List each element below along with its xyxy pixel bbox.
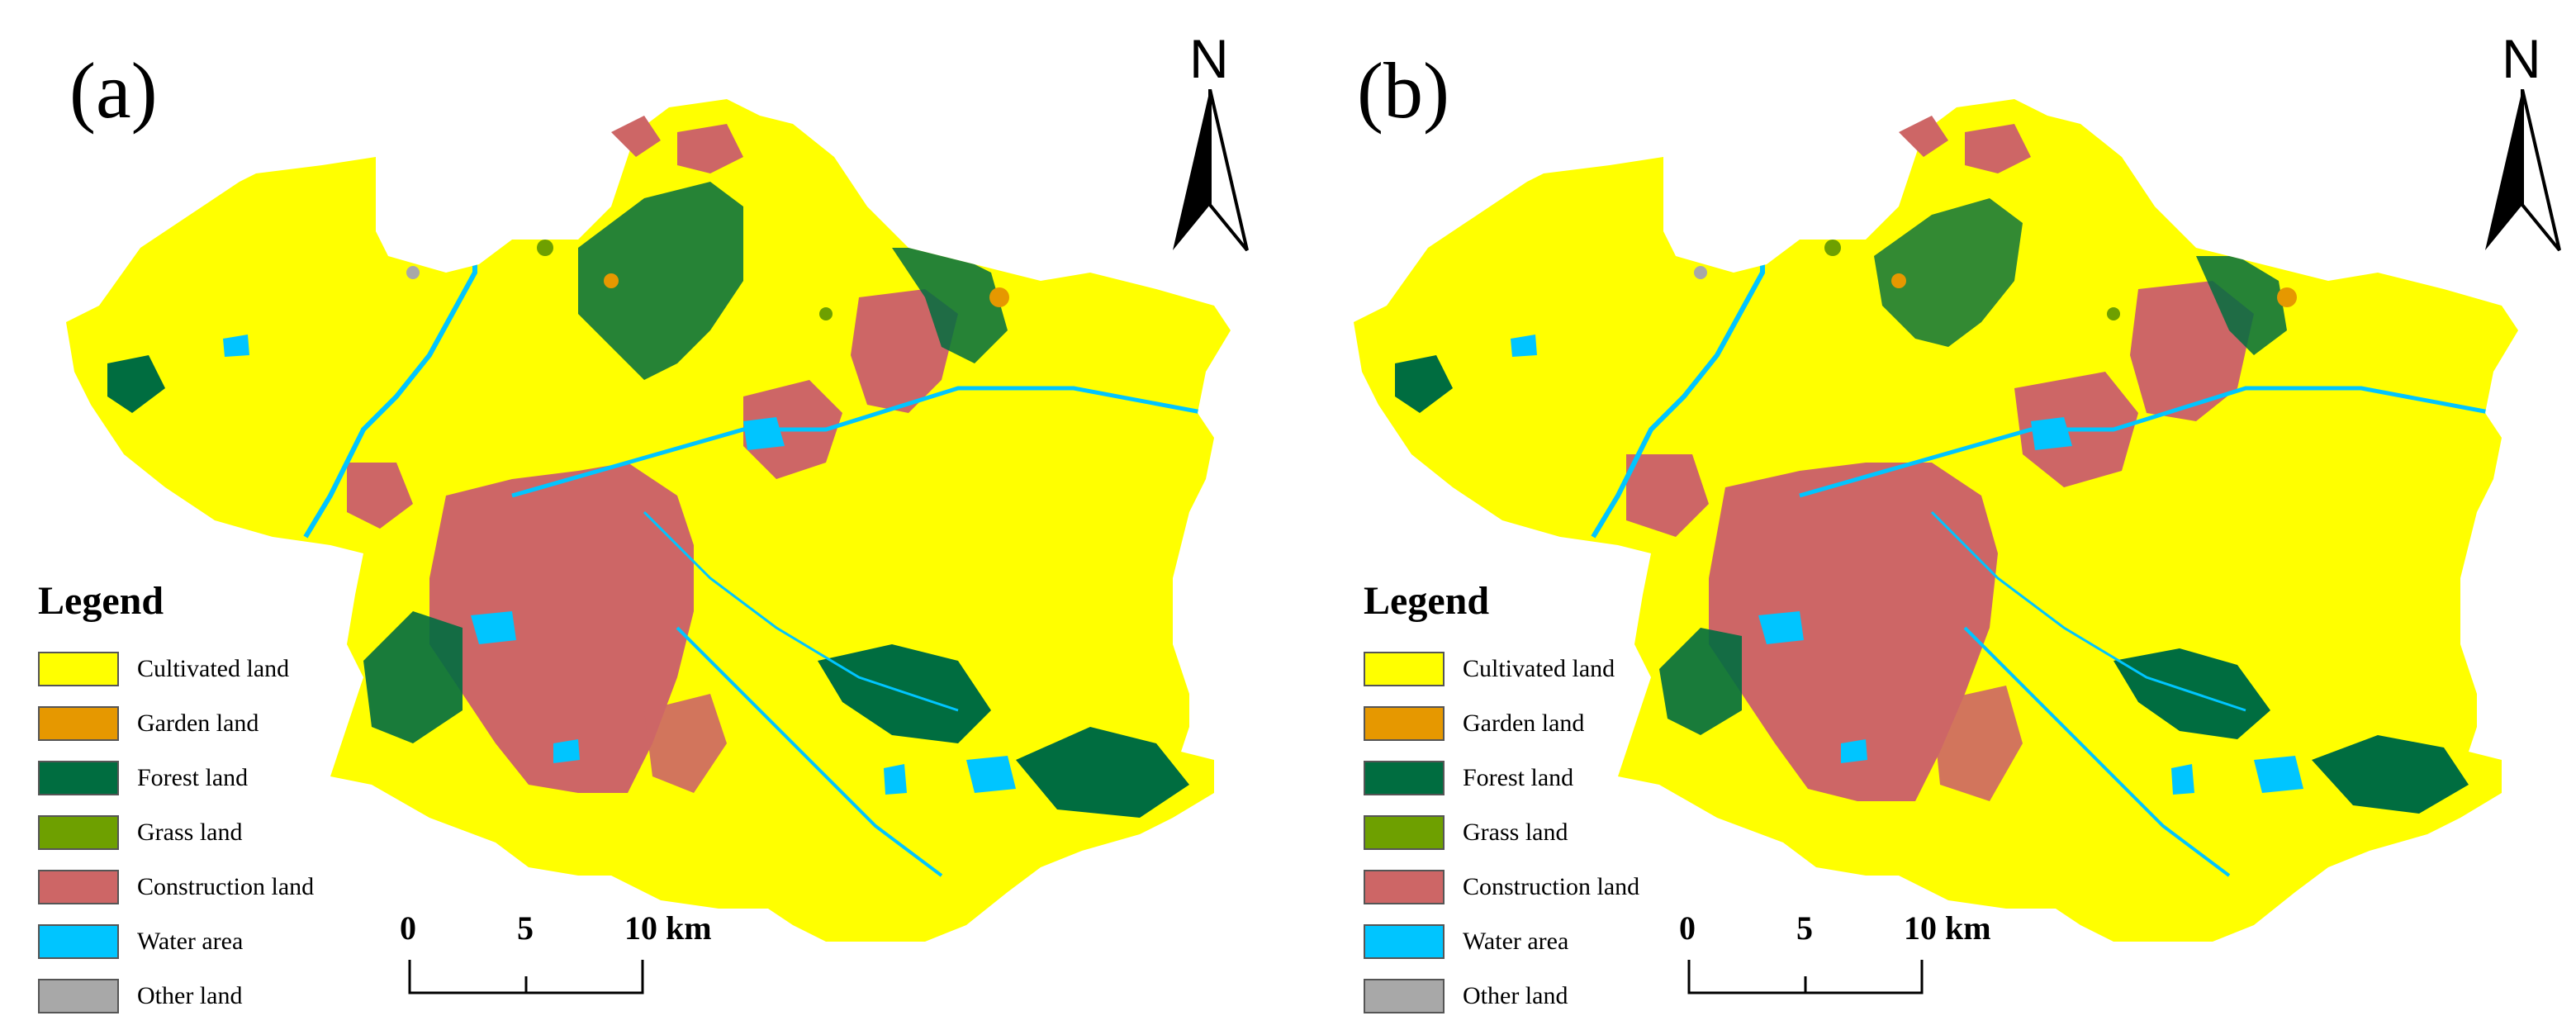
legend-label: Construction land (1463, 873, 1640, 900)
scale-bar: 0 5 10 km (1676, 909, 2023, 999)
legend-label: Other land (137, 982, 243, 1009)
north-label: N (2502, 28, 2541, 89)
legend-item-water: Water area (1364, 914, 1710, 969)
legend-item-other: Other land (38, 969, 385, 1023)
legend-label: Other land (1463, 982, 1568, 1009)
legend: Legend Cultivated land Garden land Fores… (38, 578, 385, 1023)
legend-item-other: Other land (1364, 969, 1710, 1023)
north-label: N (1189, 28, 1229, 89)
land-use-map (1354, 99, 2518, 942)
legend-item-grass: Grass land (1364, 805, 1710, 860)
legend-swatch (1364, 652, 1445, 686)
legend-swatch (38, 761, 119, 795)
legend-swatch (38, 652, 119, 686)
legend-item-forest: Forest land (1364, 751, 1710, 805)
legend-label: Grass land (1463, 819, 1568, 846)
legend-title: Legend (38, 579, 164, 623)
scale-tick-label: 5 (517, 909, 534, 947)
legend-swatch (38, 979, 119, 1013)
legend-swatch (1364, 979, 1445, 1013)
scale-tick-label: 0 (400, 909, 416, 947)
legend-swatch (38, 706, 119, 741)
map-panel-a: (a) N Legend Cultivated land Garden land… (38, 28, 1264, 1023)
north-arrow: N (1165, 28, 1264, 252)
legend-swatch (38, 924, 119, 959)
panel-label: (b) (1357, 46, 1449, 135)
legend-item-construction: Construction land (1364, 860, 1710, 914)
legend-item-cultivated: Cultivated land (1364, 642, 1710, 696)
legend-label: Water area (137, 928, 244, 955)
legend-item-grass: Grass land (38, 805, 385, 860)
legend-label: Grass land (137, 819, 243, 846)
scale-bar-line (408, 960, 644, 994)
legend-item-construction: Construction land (38, 860, 385, 914)
legend-label: Water area (1463, 928, 1569, 955)
legend-swatch (1364, 761, 1445, 795)
legend-swatch (1364, 815, 1445, 850)
legend-label: Construction land (137, 873, 315, 900)
panel-label: (a) (69, 46, 158, 135)
scale-bar-line (1687, 960, 1924, 994)
legend-item-garden: Garden land (38, 696, 385, 751)
legend-label: Forest land (1463, 764, 1574, 791)
legend-swatch (38, 815, 119, 850)
legend-label: Garden land (1463, 710, 1585, 737)
legend-label: Garden land (137, 710, 259, 737)
legend-item-forest: Forest land (38, 751, 385, 805)
legend-item-cultivated: Cultivated land (38, 642, 385, 696)
scale-tick-label: 10 km (624, 909, 712, 947)
legend-label: Forest land (137, 764, 249, 791)
legend-label: Cultivated land (137, 655, 290, 682)
north-arrow-icon (1173, 89, 1249, 252)
legend-swatch (1364, 706, 1445, 741)
scale-tick-label: 5 (1796, 909, 1813, 947)
north-arrow: N (2477, 28, 2576, 252)
legend: Legend Cultivated land Garden land Fores… (1364, 578, 1710, 1023)
legend-item-garden: Garden land (1364, 696, 1710, 751)
legend-swatch (1364, 870, 1445, 904)
map-panel-b: (b) N Legend Cultivated land Garden land… (1288, 0, 2576, 1030)
scale-tick-label: 10 km (1904, 909, 1991, 947)
north-arrow-icon (2485, 89, 2561, 252)
legend-item-water: Water area (38, 914, 385, 969)
land-use-map (66, 99, 1231, 942)
legend-title: Legend (1364, 579, 1490, 623)
scale-tick-label: 0 (1679, 909, 1696, 947)
legend-swatch (38, 870, 119, 904)
legend-label: Cultivated land (1463, 655, 1615, 682)
legend-swatch (1364, 924, 1445, 959)
scale-bar: 0 5 10 km (396, 909, 743, 999)
